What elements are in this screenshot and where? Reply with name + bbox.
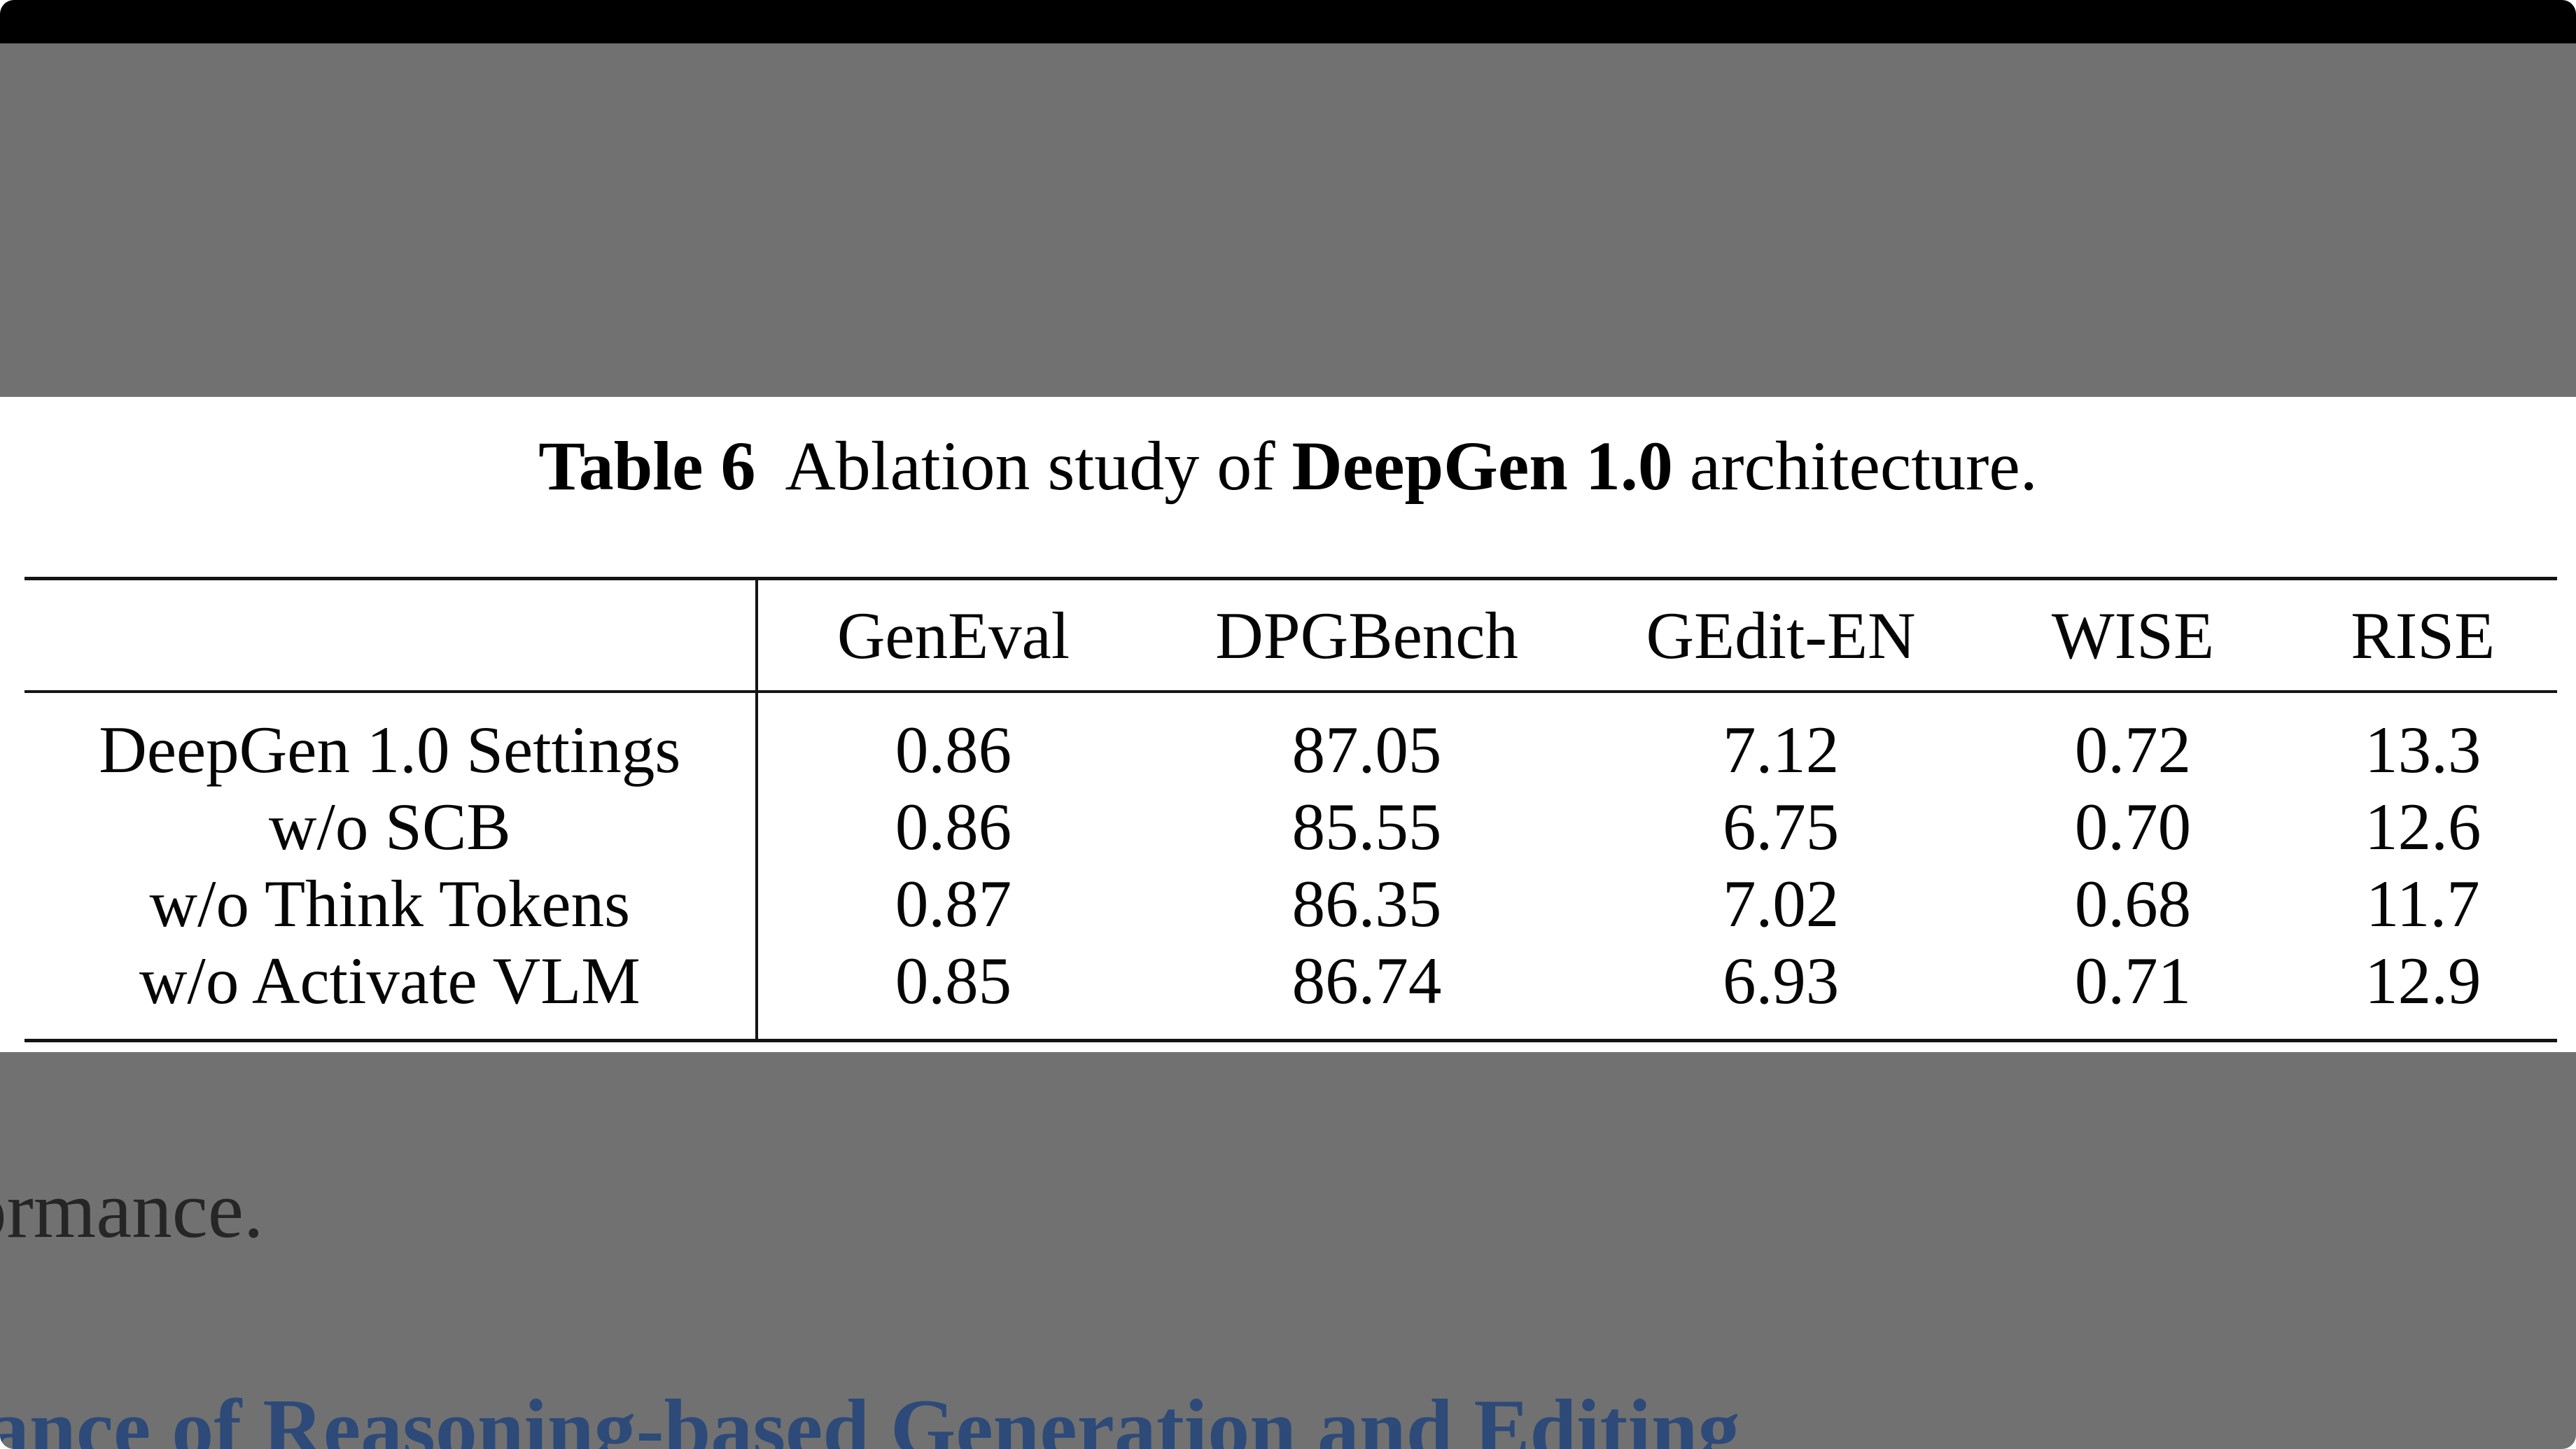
table-cell: 85.55 [1292, 790, 1442, 864]
table-cell: 0.70 [2074, 790, 2192, 864]
table-cell: 6.75 [1722, 790, 1840, 864]
occluded-paragraph-fragment: ormance. [0, 1166, 264, 1254]
table-caption: Table 6 Ablation study of DeepGen 1.0 archi… [0, 397, 2576, 503]
column-header-wise: WISE [1977, 577, 2289, 693]
table-caption-label: Table 6 [538, 427, 756, 505]
table-cell: 86.74 [1149, 942, 1585, 1042]
dimmed-page-backdrop-top [0, 43, 2576, 397]
table-figure-panel: Table 6 Ablation study of DeepGen 1.0 archi… [0, 397, 2576, 1052]
table-cell: 12.9 [2288, 942, 2557, 1042]
occluded-section-heading-fragment: ance of Reasoning-based Generation and E… [0, 1382, 1740, 1449]
table-cell: 12.6 [2365, 790, 2482, 864]
column-header-rise: RISE [2288, 577, 2557, 693]
table-caption-text: Ablation study of [785, 427, 1275, 505]
table-row: DeepGen 1.0 Settings 0.86 87.05 7.12 0.7… [24, 692, 2557, 788]
table-cell: 7.02 [1722, 867, 1840, 941]
table-cell: 86.35 [1292, 867, 1442, 941]
table-cell: 87.05 [1292, 713, 1442, 787]
table-row: w/o Think Tokens 0.87 86.35 7.02 0.68 11… [24, 865, 2557, 942]
table-row: w/o Activate VLM 0.85 86.74 6.93 0.71 12… [24, 942, 2557, 1042]
column-header-dpgbench: DPGBench [1149, 577, 1585, 693]
table-cell: 0.85 [756, 942, 1149, 1042]
dimmed-page-backdrop-bottom: ormance. ance of Reasoning-based Generat… [0, 1052, 2576, 1449]
table-cell: 0.68 [2074, 867, 2192, 941]
table-cell: 0.86 [895, 713, 1012, 787]
row-label: w/o SCB [24, 788, 758, 865]
table-header-row: GenEval DPGBench GEdit-EN WISE RISE [24, 577, 2557, 693]
column-header-gedit-en: GEdit-EN [1584, 577, 1977, 693]
table-cell: 6.93 [1584, 942, 1977, 1042]
table-cell: 11.7 [2365, 867, 2480, 941]
table-cell: 0.87 [895, 867, 1012, 941]
row-label: w/o Activate VLM [24, 942, 758, 1042]
table-row: w/o SCB 0.86 85.55 6.75 0.70 12.6 [24, 788, 2557, 865]
row-label: w/o Think Tokens [24, 865, 758, 942]
column-header-stub [24, 577, 758, 693]
table-cell: 0.72 [2074, 713, 2192, 787]
table-caption-tail: architecture. [1689, 427, 2038, 505]
window-titlebar [0, 0, 2576, 43]
table-cell: 13.3 [2365, 713, 2482, 787]
table-cell: 0.86 [895, 790, 1012, 864]
ablation-table: GenEval DPGBench GEdit-EN WISE RISE Deep… [24, 577, 2557, 1042]
table-cell: 0.71 [1977, 942, 2289, 1042]
column-header-geneval: GenEval [756, 577, 1149, 693]
row-label: DeepGen 1.0 Settings [24, 692, 758, 788]
table-cell: 7.12 [1722, 713, 1840, 787]
table-caption-model-name: DeepGen 1.0 [1292, 427, 1673, 505]
